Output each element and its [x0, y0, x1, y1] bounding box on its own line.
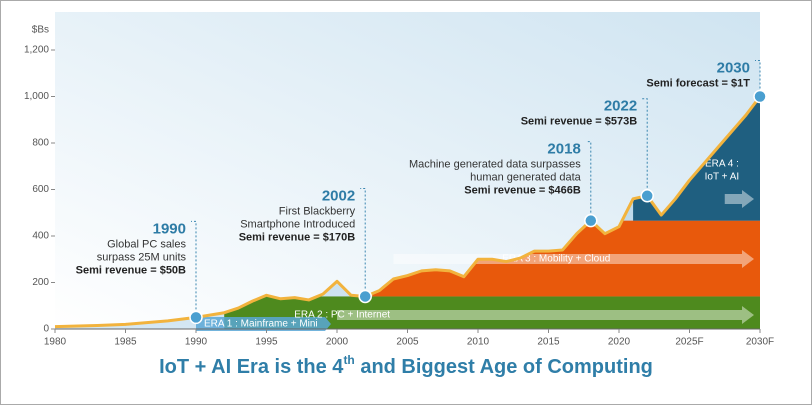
y-tick-label: 400: [32, 231, 49, 242]
annotation-text: Machine generated data surpasses: [409, 159, 581, 171]
x-tick-label: 2010: [467, 337, 490, 348]
annotation-year: 2022: [604, 98, 637, 115]
x-tick-label: 2025F: [675, 337, 703, 348]
y-tick-label: 0: [43, 324, 49, 335]
y-tick-label: 200: [32, 277, 49, 288]
chart-title: IoT + AI Era is the 4th and Biggest Age …: [159, 353, 653, 378]
annotation-year: 2030: [717, 59, 750, 76]
y-tick-label: 800: [32, 138, 49, 149]
annotation-year: 2018: [547, 141, 580, 158]
annotation-point: [640, 189, 654, 203]
annotation-bold: Semi revenue = $170B: [239, 231, 356, 243]
x-tick-label: 2005: [396, 337, 419, 348]
annotation-text: First Blackberry: [279, 205, 356, 217]
era-arrow: [196, 317, 331, 331]
era-label: ERA 1 : Mainframe + Mini: [204, 319, 318, 330]
y-tick-label: 1,000: [24, 91, 49, 102]
x-tick-label: 1995: [255, 337, 278, 348]
annotation-text: Smartphone Introduced: [240, 218, 355, 230]
annotation-bold: Semi revenue = $466B: [464, 185, 581, 197]
annotation-text: human generated data: [470, 172, 582, 184]
x-tick-label: 1990: [185, 337, 208, 348]
connector: [360, 187, 366, 297]
line: [54, 95, 762, 329]
connector: [755, 60, 761, 97]
connector: [191, 220, 197, 318]
y-tick-label: 600: [32, 184, 49, 195]
annotation-bold: Semi revenue = $50B: [76, 264, 186, 276]
annotation-bold: Semi forecast = $1T: [646, 77, 750, 89]
annotation-point: [358, 289, 372, 304]
y-tick-label: 1,200: [24, 45, 49, 56]
x-tick-label: 2015: [537, 337, 560, 348]
annotation-text: Global PC sales: [107, 238, 186, 250]
annotation-point: [189, 310, 203, 325]
annotation-year: 2002: [322, 187, 355, 204]
x-tick-label: 1985: [114, 337, 137, 348]
era-arrow: [393, 250, 754, 268]
annotation-year: 1990: [153, 220, 186, 237]
annotation-point: [753, 89, 767, 104]
era-arrow: [724, 190, 754, 208]
era-arrow: [337, 306, 754, 324]
era-label: ERA 3 : Mobility + Cloud: [502, 254, 610, 265]
x-tick-label: 1980: [44, 337, 67, 348]
x-tick-label: 2020: [608, 337, 631, 348]
annotation-text: surpass 25M units: [97, 251, 187, 263]
era-label: ERA 4 :: [705, 159, 739, 170]
x-tick-label: 2000: [326, 337, 349, 348]
x-tick-label: 2030F: [746, 337, 774, 348]
connector: [642, 98, 648, 196]
era-label: ERA 2 : PC + Internet: [294, 310, 390, 321]
y-unit: $Bs: [32, 25, 49, 36]
annotation-bold: Semi revenue = $573B: [521, 116, 638, 128]
annotation-point: [584, 213, 598, 228]
era-label: IoT + AI: [705, 172, 740, 183]
